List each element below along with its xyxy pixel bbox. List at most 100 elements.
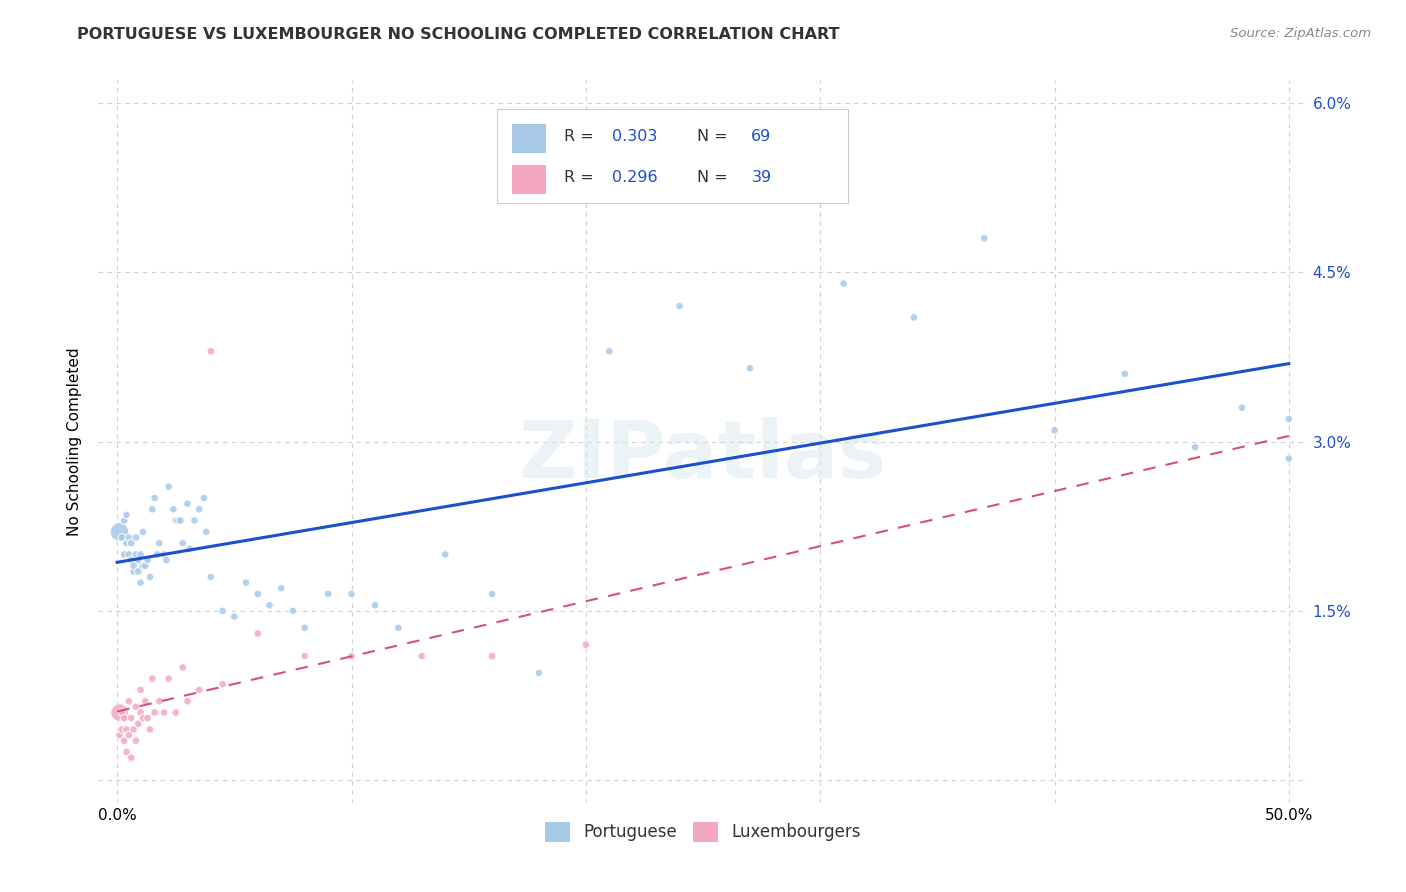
Point — [387, 621, 409, 635]
Point — [111, 706, 134, 720]
Text: R =: R = — [564, 129, 599, 145]
Point — [165, 514, 187, 528]
Point — [259, 599, 281, 613]
Point — [139, 723, 162, 737]
Point — [183, 514, 205, 528]
Point — [668, 299, 690, 313]
Point — [112, 711, 135, 725]
Point — [340, 648, 363, 663]
Point — [165, 706, 187, 720]
Point — [127, 716, 149, 731]
Point — [115, 508, 138, 522]
FancyBboxPatch shape — [498, 109, 848, 203]
Point — [134, 558, 156, 573]
Point — [108, 728, 131, 742]
Point — [108, 524, 131, 539]
Point — [176, 497, 198, 511]
Point — [179, 541, 201, 556]
Point — [122, 565, 145, 579]
Point — [153, 706, 176, 720]
Point — [235, 575, 257, 590]
Point — [127, 553, 149, 567]
Point — [903, 310, 925, 325]
Point — [122, 723, 145, 737]
Point — [738, 361, 761, 376]
Point — [111, 723, 134, 737]
Point — [1278, 451, 1301, 466]
Point — [129, 548, 152, 562]
Point — [141, 672, 163, 686]
Point — [188, 682, 211, 697]
Point — [132, 711, 155, 725]
Point — [200, 570, 222, 584]
Point — [111, 531, 134, 545]
Point — [125, 548, 148, 562]
Y-axis label: No Schooling Completed: No Schooling Completed — [67, 347, 83, 536]
Point — [120, 553, 142, 567]
Point — [129, 682, 152, 697]
Point — [112, 514, 135, 528]
Point — [270, 582, 292, 596]
Point — [316, 587, 339, 601]
Point — [148, 536, 170, 550]
Point — [115, 745, 138, 759]
Point — [125, 531, 148, 545]
Point — [129, 706, 152, 720]
Point — [141, 502, 163, 516]
Point — [115, 723, 138, 737]
Point — [118, 728, 141, 742]
Point — [172, 536, 194, 550]
Point — [188, 502, 211, 516]
Point — [281, 604, 304, 618]
Point — [120, 750, 142, 764]
Point — [364, 599, 387, 613]
Point — [157, 480, 180, 494]
Point — [146, 548, 169, 562]
Point — [118, 548, 141, 562]
Point — [143, 706, 166, 720]
Point — [575, 638, 598, 652]
Text: ZIPatlas: ZIPatlas — [519, 417, 887, 495]
FancyBboxPatch shape — [512, 124, 546, 153]
Point — [143, 491, 166, 505]
Point — [973, 231, 995, 245]
Point — [195, 524, 218, 539]
Point — [129, 575, 152, 590]
Point — [112, 733, 135, 747]
Point — [294, 621, 316, 635]
Legend: Portuguese, Luxembourgers: Portuguese, Luxembourgers — [538, 815, 868, 848]
Point — [340, 587, 363, 601]
Point — [115, 536, 138, 550]
Point — [200, 344, 222, 359]
Point — [148, 694, 170, 708]
Point — [136, 553, 159, 567]
Point — [1230, 401, 1253, 415]
Point — [1114, 367, 1136, 381]
Text: R =: R = — [564, 170, 599, 186]
Point — [127, 565, 149, 579]
Point — [246, 587, 269, 601]
Point — [211, 604, 233, 618]
Point — [598, 344, 620, 359]
Point — [125, 699, 148, 714]
Point — [108, 706, 131, 720]
Point — [176, 694, 198, 708]
Point — [139, 570, 162, 584]
Point — [1278, 412, 1301, 426]
Point — [157, 672, 180, 686]
Point — [224, 609, 246, 624]
Point — [155, 553, 177, 567]
Point — [481, 648, 503, 663]
Point — [167, 514, 190, 528]
Text: 69: 69 — [751, 129, 772, 145]
Point — [118, 694, 141, 708]
Text: N =: N = — [697, 170, 733, 186]
Point — [136, 711, 159, 725]
Point — [132, 524, 155, 539]
Point — [1184, 440, 1206, 454]
Text: N =: N = — [697, 129, 733, 145]
Point — [172, 660, 194, 674]
Point — [527, 665, 550, 680]
Text: 0.296: 0.296 — [613, 170, 658, 186]
Point — [246, 626, 269, 640]
